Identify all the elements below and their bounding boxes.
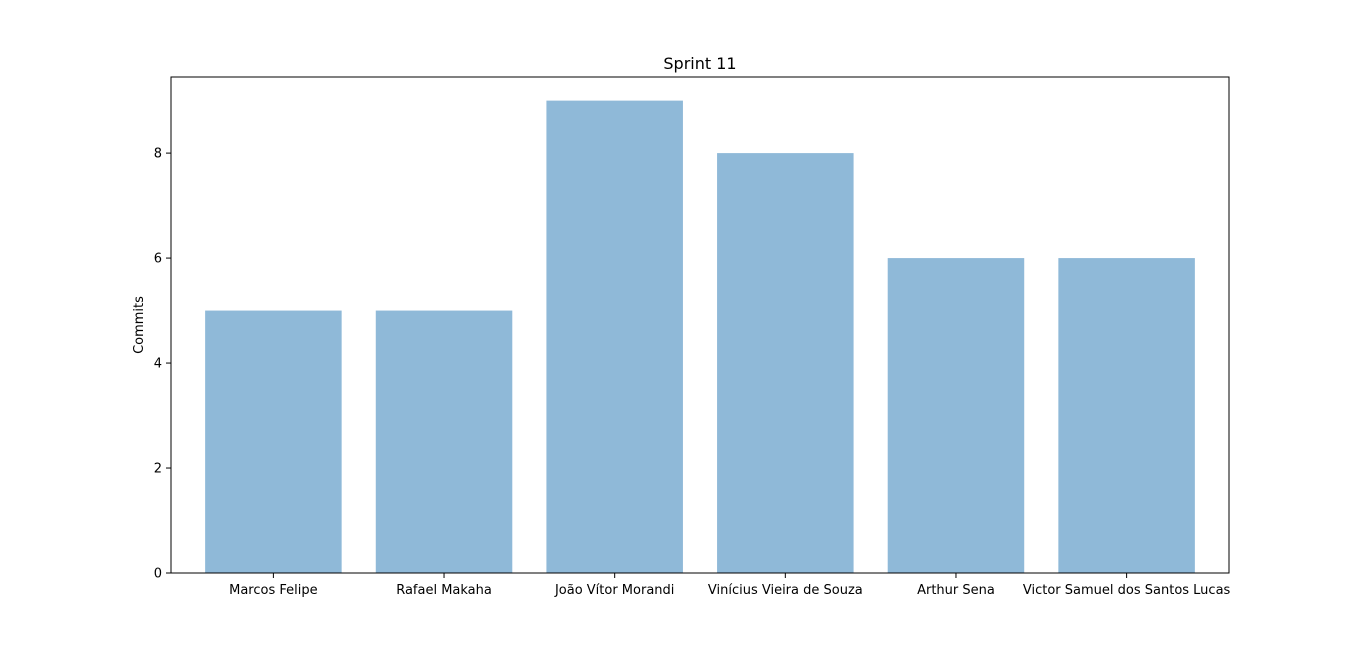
bar [205, 310, 342, 573]
x-axis-ticks: Marcos Felipe Rafael Makaha João Vítor Mor… [229, 573, 1231, 598]
x-tick-label: Victor Samuel dos Santos Lucas [1023, 583, 1231, 598]
y-tick-label: 2 [154, 462, 162, 477]
x-tick-label: Marcos Felipe [229, 583, 318, 598]
y-axis-label: Commits [132, 296, 147, 354]
bars-layer [205, 100, 1195, 573]
y-tick-label: 0 [154, 567, 162, 582]
y-axis-ticks: 0 2 4 6 8 [154, 147, 171, 582]
y-tick-label: 6 [154, 252, 162, 267]
bar [375, 310, 513, 573]
plot-frame [170, 76, 1230, 574]
x-tick-label: João Vítor Morandi [554, 583, 674, 598]
bar [887, 258, 1025, 573]
y-tick-label: 8 [154, 147, 162, 162]
x-tick-label: Rafael Makaha [396, 583, 492, 598]
x-tick-label: Vinícius Vieira de Souza [708, 583, 863, 598]
bar [1058, 258, 1195, 573]
chart-title: Sprint 11 [663, 54, 736, 73]
bar [546, 100, 683, 573]
y-tick-label: 4 [154, 357, 162, 372]
bar [717, 153, 854, 573]
x-tick-label: Arthur Sena [917, 583, 995, 598]
